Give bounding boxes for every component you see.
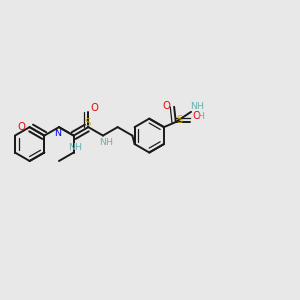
Text: O: O (18, 122, 26, 132)
Text: O: O (192, 111, 200, 121)
Text: N: N (55, 128, 62, 137)
Text: O: O (163, 101, 170, 111)
Text: NH: NH (190, 102, 205, 111)
Text: S: S (177, 115, 183, 125)
Text: NH: NH (99, 138, 113, 147)
Text: S: S (85, 118, 91, 128)
Text: H: H (197, 112, 204, 122)
Text: NH: NH (68, 142, 82, 152)
Text: O: O (90, 103, 98, 113)
